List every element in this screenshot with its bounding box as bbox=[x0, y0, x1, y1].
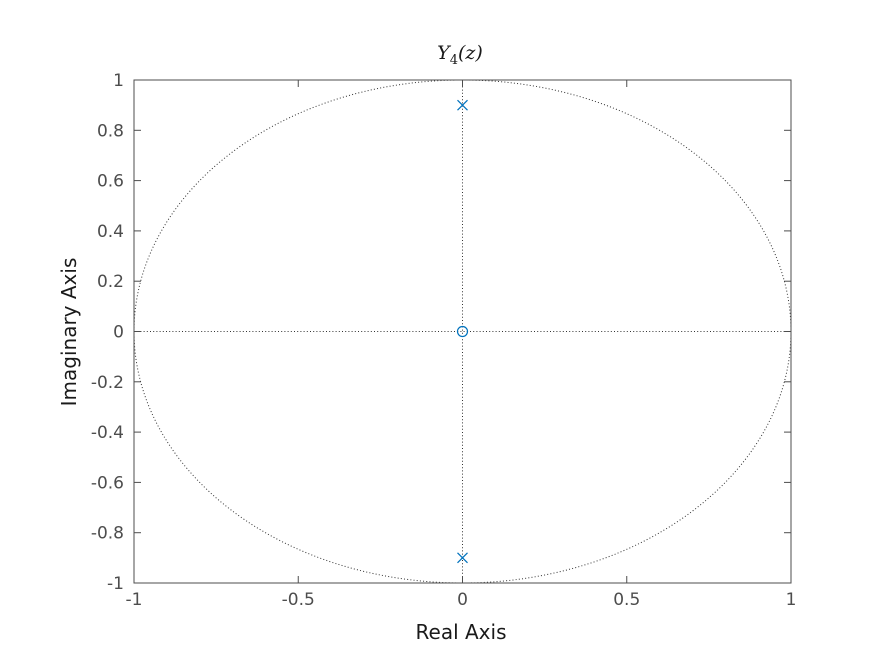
x-tick-label: -0.5 bbox=[282, 590, 315, 610]
zero-marker bbox=[456, 325, 469, 338]
x-axis-label: Real Axis bbox=[416, 620, 507, 644]
y-tick-label: -0.4 bbox=[91, 423, 124, 443]
y-tick-label: -0.6 bbox=[91, 473, 124, 493]
pole-marker bbox=[457, 552, 468, 564]
y-tick-label: -0.8 bbox=[91, 524, 124, 544]
y-tick-label: 0.2 bbox=[97, 272, 124, 292]
y-axis-label: Imaginary Axis bbox=[57, 258, 81, 407]
x-tick-label: 0 bbox=[457, 590, 468, 610]
x-tick-label: 0.5 bbox=[613, 590, 640, 610]
chart-title: Y4(z) bbox=[437, 42, 483, 68]
y-tick-label: 1 bbox=[113, 71, 124, 91]
pole-marker-stroke bbox=[457, 552, 468, 564]
chart-title-rest: (z) bbox=[458, 42, 483, 64]
pole-marker-stroke bbox=[457, 99, 468, 111]
unit-circle bbox=[133, 79, 792, 584]
y-tick-label: 0 bbox=[113, 323, 124, 343]
x-tick-label: -1 bbox=[126, 590, 143, 610]
x-tick-label: 1 bbox=[786, 590, 797, 610]
axes-box bbox=[133, 79, 792, 584]
plot-area: -1 -0.5 0 0.5 1 -1 -0.8 -0.6 -0.4 -0.2 0 0.2 0.4 0.6 0… bbox=[91, 71, 797, 610]
y-tick-label: -0.2 bbox=[91, 373, 124, 393]
pole-marker bbox=[457, 99, 468, 111]
y-tick-label: 0.4 bbox=[97, 222, 124, 242]
chart-title-main: Y bbox=[437, 42, 452, 64]
y-tick-label: 0.8 bbox=[97, 121, 124, 141]
chart-title-subscript: 4 bbox=[450, 53, 458, 68]
y-tick-label: -1 bbox=[107, 574, 124, 594]
y-tick-label: 0.6 bbox=[97, 172, 124, 192]
